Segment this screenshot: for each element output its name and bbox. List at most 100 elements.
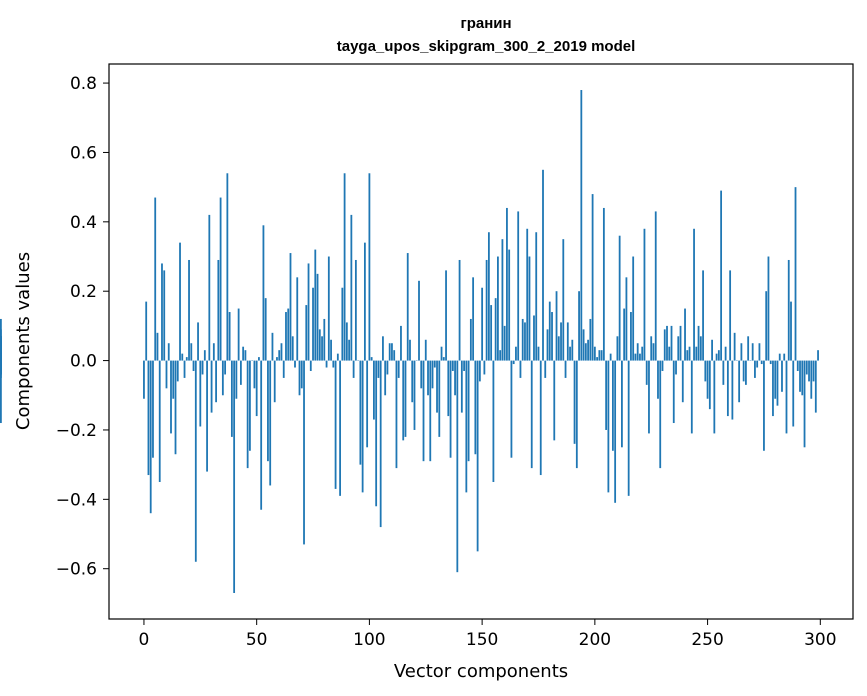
bar bbox=[501, 239, 504, 361]
bar bbox=[285, 312, 287, 361]
bar bbox=[323, 318, 326, 361]
bar bbox=[206, 360, 208, 472]
bar bbox=[596, 357, 599, 361]
bar bbox=[289, 253, 292, 361]
bar bbox=[609, 353, 612, 361]
bar bbox=[258, 357, 260, 361]
bar bbox=[587, 339, 589, 361]
x-tick-label: 250 bbox=[691, 630, 723, 650]
bar bbox=[449, 360, 452, 458]
bar bbox=[203, 350, 206, 361]
bar bbox=[551, 312, 553, 361]
bar bbox=[221, 360, 224, 396]
bar bbox=[325, 360, 328, 368]
bar bbox=[760, 360, 763, 365]
bar bbox=[413, 360, 416, 430]
bar bbox=[199, 360, 202, 427]
bar bbox=[566, 322, 569, 361]
bar bbox=[733, 332, 736, 361]
bar bbox=[675, 360, 677, 375]
bar bbox=[260, 360, 263, 510]
bar bbox=[192, 360, 195, 371]
bar bbox=[334, 360, 337, 489]
bar bbox=[330, 339, 332, 361]
bar bbox=[217, 259, 220, 361]
bar bbox=[792, 360, 795, 427]
bar bbox=[363, 242, 366, 361]
bar bbox=[436, 360, 438, 413]
bar bbox=[429, 360, 432, 462]
bar bbox=[190, 343, 193, 361]
bar bbox=[267, 360, 269, 462]
bar bbox=[255, 360, 258, 417]
bar bbox=[657, 360, 659, 399]
bar bbox=[303, 360, 305, 545]
bar bbox=[228, 312, 231, 361]
bar bbox=[167, 343, 170, 361]
bar bbox=[370, 357, 373, 361]
bar bbox=[345, 322, 348, 361]
bar bbox=[706, 360, 709, 399]
bar bbox=[442, 357, 445, 361]
bar bbox=[625, 277, 628, 361]
bar bbox=[273, 360, 276, 403]
bar bbox=[598, 350, 601, 361]
x-axis-label: Vector components bbox=[394, 661, 568, 682]
bar bbox=[796, 360, 799, 371]
x-tick-label: 0 bbox=[139, 630, 150, 650]
bar bbox=[650, 336, 653, 361]
bar bbox=[668, 346, 671, 361]
bar bbox=[282, 360, 285, 378]
bar bbox=[233, 360, 236, 593]
bar bbox=[0, 360, 2, 371]
bar bbox=[758, 343, 761, 361]
y-axis-label: Components values bbox=[13, 252, 34, 430]
bar bbox=[618, 235, 621, 361]
bar bbox=[246, 360, 249, 469]
bar bbox=[451, 360, 454, 371]
bar bbox=[799, 360, 801, 392]
bar bbox=[781, 360, 783, 392]
bar bbox=[546, 329, 549, 361]
bar bbox=[663, 329, 666, 361]
bar bbox=[145, 301, 148, 361]
bar bbox=[352, 360, 355, 378]
bar bbox=[156, 332, 159, 361]
bars-group bbox=[0, 90, 819, 593]
bar bbox=[699, 336, 702, 361]
y-tick-label: 0.4 bbox=[70, 213, 97, 233]
bar bbox=[584, 343, 587, 361]
bar bbox=[291, 336, 294, 361]
bar bbox=[803, 360, 806, 448]
bar bbox=[402, 360, 405, 441]
bar bbox=[767, 256, 770, 361]
bar bbox=[747, 336, 750, 361]
bar bbox=[616, 336, 619, 361]
bar bbox=[677, 336, 680, 361]
bar bbox=[377, 360, 380, 378]
bar bbox=[149, 360, 152, 514]
bar bbox=[580, 90, 583, 361]
bar bbox=[510, 360, 513, 458]
bar bbox=[170, 360, 172, 434]
bar bbox=[742, 360, 745, 382]
bar bbox=[244, 350, 247, 361]
bar bbox=[409, 339, 411, 361]
bar bbox=[512, 360, 515, 365]
bar bbox=[397, 360, 400, 378]
bar bbox=[373, 360, 375, 420]
bar bbox=[659, 360, 662, 469]
bar bbox=[368, 173, 371, 361]
bar bbox=[219, 197, 222, 361]
bar bbox=[519, 360, 522, 378]
y-tick-label: −0.2 bbox=[56, 421, 97, 441]
bar bbox=[406, 253, 409, 361]
bar bbox=[526, 228, 529, 361]
bar bbox=[237, 308, 240, 361]
y-tick-label: 0.0 bbox=[70, 352, 97, 372]
bar bbox=[0, 353, 2, 361]
bar bbox=[278, 350, 281, 361]
bar bbox=[181, 353, 184, 361]
x-tick-label: 200 bbox=[579, 630, 611, 650]
